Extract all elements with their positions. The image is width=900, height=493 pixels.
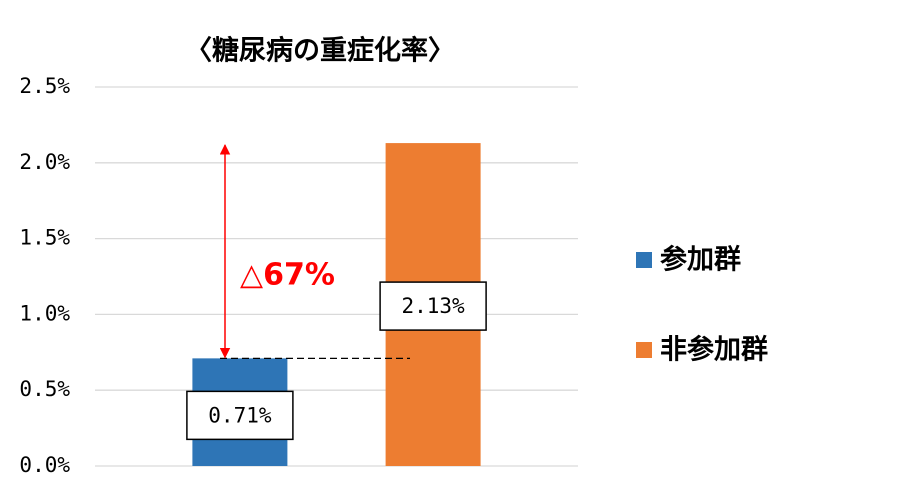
- chart-title: 〈糖尿病の重症化率〉: [185, 35, 455, 67]
- y-tick-label: 2.0%: [19, 150, 70, 174]
- y-tick-label: 0.0%: [19, 453, 70, 477]
- annotation: △67%: [240, 258, 335, 293]
- y-tick-label: 0.5%: [19, 377, 70, 401]
- legend-label: 非参加群: [660, 334, 768, 366]
- legend-swatch: [636, 252, 652, 268]
- legend-label: 参加群: [660, 244, 741, 276]
- value-label: 2.13%: [401, 294, 465, 318]
- value-label-box: [186, 390, 294, 441]
- y-tick-label: 2.5%: [19, 74, 70, 98]
- y-tick-label: 1.5%: [19, 226, 70, 250]
- legend-swatch: [636, 342, 652, 358]
- value-label-box: [379, 281, 487, 331]
- value-label: 0.71%: [208, 403, 272, 427]
- y-tick-label: 1.0%: [19, 301, 70, 325]
